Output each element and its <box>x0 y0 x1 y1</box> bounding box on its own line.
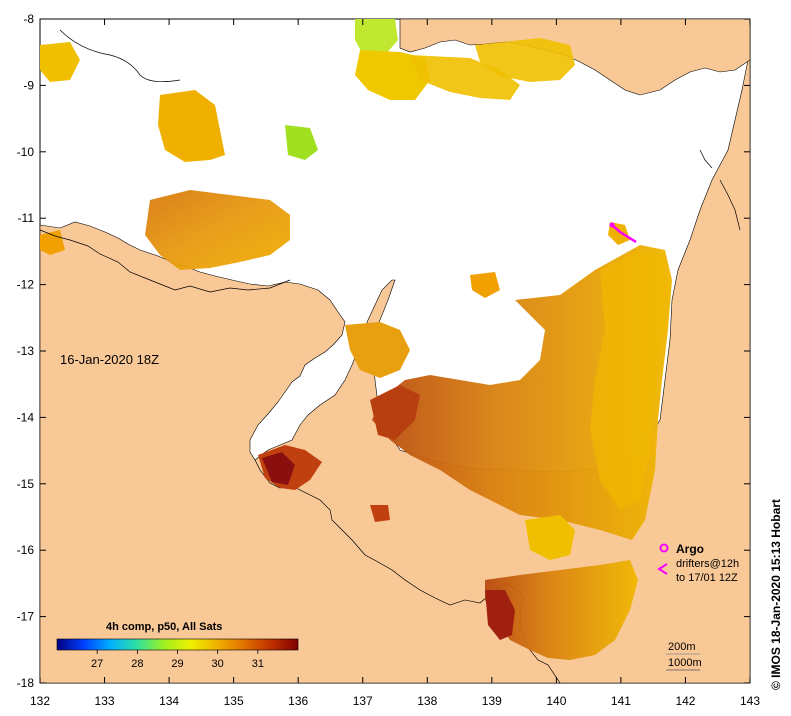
lon-tick-label: 136 <box>288 694 308 708</box>
colorbar-title: 4h comp, p50, All Sats <box>106 621 222 633</box>
lat-tick-label: -8 <box>23 12 34 26</box>
lat-tick-label: -14 <box>17 410 35 424</box>
isobath-1000-label: 1000m <box>668 657 702 669</box>
colorbar-tick-label: 27 <box>91 658 103 670</box>
lon-tick-label: 142 <box>675 694 695 708</box>
lat-tick-label: -11 <box>18 211 35 225</box>
colorbar-bar <box>56 638 299 651</box>
latitude-axis: -8 -9 -10 -11 -12 -13 -14 -15 -16 -17 -18 <box>17 12 750 690</box>
argo-icon <box>659 543 669 553</box>
sst-data <box>40 19 672 660</box>
lat-tick-label: -9 <box>23 78 34 92</box>
date-label: 16-Jan-2020 18Z <box>60 352 159 367</box>
colorbar-tick-label: 30 <box>212 658 224 670</box>
lon-tick-label: 134 <box>159 694 179 708</box>
colorbar-tick-label: 29 <box>171 658 183 670</box>
lon-tick-label: 139 <box>482 694 502 708</box>
colorbar-tick-label: 31 <box>252 658 264 670</box>
lat-tick-label: -12 <box>17 278 35 292</box>
lon-tick-label: 143 <box>740 694 760 708</box>
drifters-to-label: to 17/01 12Z <box>676 572 738 584</box>
lon-tick-label: 140 <box>546 694 566 708</box>
longitude-axis: 132 133 134 135 136 137 138 139 140 141 142 143 <box>30 19 760 708</box>
colorbar-ticks: 27 28 29 30 31 <box>91 650 264 670</box>
lat-tick-label: -13 <box>17 344 35 358</box>
map-legend: Argo drifters@12h to 17/01 12Z 200m 1000… <box>657 542 739 671</box>
lon-tick-label: 137 <box>353 694 373 708</box>
lat-tick-label: -15 <box>17 477 35 491</box>
lon-tick-label: 141 <box>611 694 631 708</box>
drifters-label: drifters@12h <box>676 558 739 570</box>
drifter-arrow-icon <box>657 563 668 575</box>
lat-tick-label: -10 <box>17 145 35 159</box>
drifter-track <box>609 222 637 244</box>
lat-tick-label: -18 <box>17 676 35 690</box>
isobath-200-label: 200m <box>668 641 696 653</box>
credit-text: © IMOS 18-Jan-2020 15:13 Hobart <box>769 499 783 690</box>
lat-tick-label: -16 <box>17 543 35 557</box>
colorbar: 4h comp, p50, All Sats 27 28 29 30 31 <box>56 621 299 670</box>
lat-tick-label: -17 <box>17 610 35 624</box>
colorbar-tick-label: 28 <box>131 658 143 670</box>
lon-tick-label: 133 <box>95 694 115 708</box>
lon-tick-label: 135 <box>224 694 244 708</box>
land-new-guinea <box>399 18 751 96</box>
argo-label: Argo <box>676 542 704 556</box>
coastline-details <box>39 29 741 293</box>
lon-tick-label: 132 <box>30 694 50 708</box>
lon-tick-label: 138 <box>417 694 437 708</box>
